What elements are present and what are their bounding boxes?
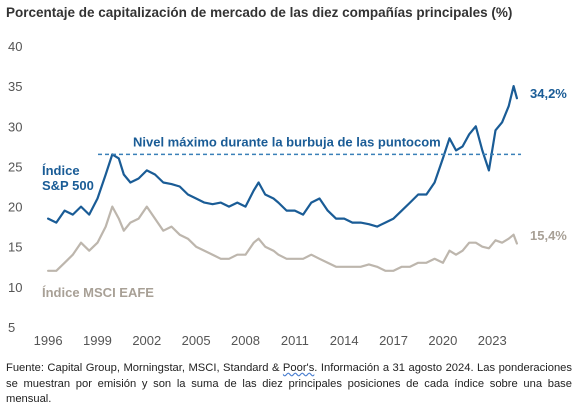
- msci-eafe-series-label: Índice MSCI EAFE: [42, 285, 154, 300]
- x-tick-label: 2005: [182, 333, 211, 348]
- source-text-end: . Información a 31 agosto 2024. Las pond…: [6, 362, 572, 405]
- x-tick-label: 2014: [330, 333, 359, 348]
- source-note: Fuente: Capital Group, Morningstar, MSCI…: [6, 361, 572, 408]
- annotation-layer: Nivel máximo durante la burbuja de las p…: [98, 134, 521, 156]
- series-layer: [47, 85, 518, 272]
- x-tick-label: 2017: [379, 333, 408, 348]
- msci-eafe-end-value-label: 15,4%: [530, 228, 567, 243]
- sp500-end-value-label: 34,2%: [530, 86, 567, 101]
- y-tick-label: 20: [8, 200, 22, 215]
- x-tick-label: 2023: [478, 333, 507, 348]
- x-tick-label: 1999: [83, 333, 112, 348]
- x-axis: 1996 1999 2002 2005 2008 2011 2014 2017 2020 2023: [34, 333, 507, 348]
- y-tick-label: 10: [8, 280, 22, 295]
- y-tick-label: 40: [8, 39, 22, 54]
- sp500-series-label: Índice: [42, 163, 80, 178]
- y-tick-label: 5: [8, 320, 15, 335]
- sp500-series-label: S&P 500: [42, 178, 94, 193]
- y-tick-label: 25: [8, 159, 22, 174]
- dotcom-peak-label: Nivel máximo durante la burbuja de las p…: [133, 134, 441, 149]
- msci-eafe-series-line: [47, 205, 518, 272]
- y-tick-label: 35: [8, 79, 22, 94]
- y-tick-label: 30: [8, 119, 22, 134]
- chart-title: Porcentaje de capitalización de mercado …: [6, 5, 513, 20]
- x-tick-label: 2002: [132, 333, 161, 348]
- x-tick-label: 1996: [34, 333, 63, 348]
- source-text-start: Fuente: Capital Group, Morningstar, MSCI…: [6, 362, 283, 374]
- y-axis: 5 10 15 20 25 30 35 40: [8, 39, 22, 335]
- x-tick-label: 2008: [231, 333, 260, 348]
- x-tick-label: 2011: [281, 333, 309, 348]
- y-tick-label: 15: [8, 240, 22, 255]
- source-underlined-word: Poor's: [282, 362, 315, 374]
- x-tick-label: 2020: [428, 333, 457, 348]
- sp500-series-line: [47, 85, 518, 228]
- line-chart: 5 10 15 20 25 30 35 40 1996 1999 2002 2005 2008 2011…: [8, 39, 567, 348]
